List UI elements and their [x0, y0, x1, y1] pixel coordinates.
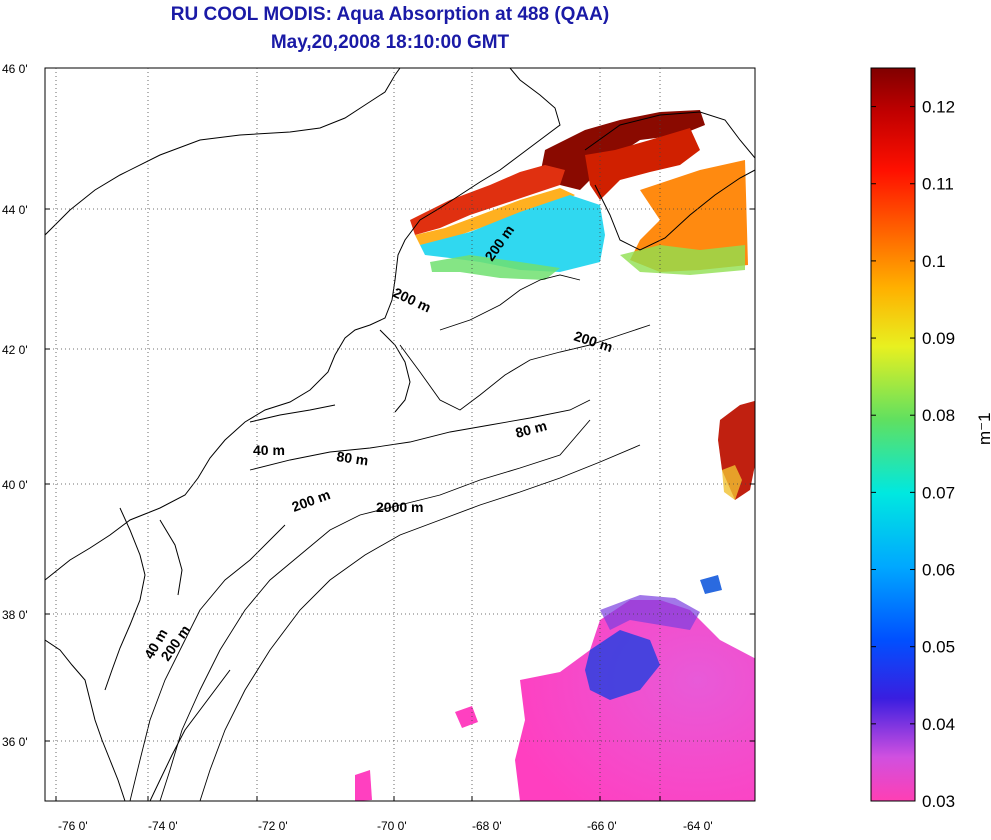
lon-label-66: -66 0' — [587, 819, 617, 833]
contour-label-40m-ny: 40 m — [253, 442, 285, 458]
contour-80m — [249, 399, 591, 471]
colorbar-tick-label: 0.09 — [922, 329, 955, 348]
small-pink-patch-2 — [455, 706, 478, 728]
map-area — [45, 68, 755, 801]
contour-label-200m-gulf: 200 m — [391, 284, 434, 315]
colorbar-tick-label: 0.07 — [922, 483, 955, 502]
lon-label-72: -72 0' — [258, 819, 288, 833]
colorbar-unit-label: m⁻1 — [975, 412, 991, 445]
maine-coast-red-band — [410, 165, 565, 235]
map-title: RU COOL MODIS: Aqua Absorption at 488 (Q… — [170, 4, 610, 25]
maine-coast-orange-band — [415, 188, 575, 245]
colorbar-tick-label: 0.1 — [922, 252, 946, 271]
colorbar-tick-label: 0.06 — [922, 561, 955, 580]
contour-label-200m-ny: 200 m — [290, 486, 333, 515]
sargasso-blue-eddy — [585, 630, 660, 700]
bathymetry-contours — [129, 274, 651, 801]
contour-label-200m-east: 200 m — [572, 328, 615, 355]
colorbar-ticks: 0.12 0.11 0.1 0.09 0.08 0.07 0.06 0.05 0.04 0.03 — [871, 98, 955, 811]
lat-label-38: 38 0' — [2, 608, 28, 622]
satellite-data-layer — [355, 110, 755, 801]
east-yellow-patch — [722, 465, 742, 500]
colorbar-tick-label: 0.12 — [922, 98, 955, 117]
map-frame — [44, 67, 756, 802]
colorbar: 0.120.110.10.090.080.070.060.050.040.03 … — [870, 67, 991, 811]
lat-label-42: 42 0' — [2, 343, 28, 357]
small-blue-patch — [700, 575, 722, 594]
sargasso-purple-edge — [600, 595, 700, 630]
lon-label-76: -76 0' — [58, 819, 88, 833]
sargasso-pink-region — [515, 600, 755, 801]
latitude-labels: 46 0' 44 0' 42 0' 40 0' 38 0' 36 0' — [2, 62, 28, 749]
contour-label-80m-east: 80 m — [514, 417, 549, 441]
coastline — [45, 68, 755, 801]
lon-label-64: -64 0' — [683, 819, 713, 833]
longitude-labels: -76 0' -74 0' -72 0' -70 0' -68 0' -66 0… — [58, 819, 713, 833]
contour-200m-gom — [399, 324, 651, 411]
axis-ticks — [45, 67, 755, 801]
lat-label-40: 40 0' — [2, 478, 28, 492]
contour-label-2000m: 2000 m — [376, 499, 423, 515]
lon-label-70: -70 0' — [377, 819, 407, 833]
colorbar-tick-label: 0.08 — [922, 406, 955, 425]
lat-label-46: 46 0' — [2, 62, 28, 76]
map-subtitle: May,20,2008 18:10:00 GMT — [270, 32, 510, 53]
colorbar-tick-label: 0.04 — [922, 715, 955, 734]
contour-200m-gom-inner — [439, 274, 581, 331]
colorbar-tick-label: 0.11 — [922, 175, 954, 194]
colorbar-gradient — [870, 67, 916, 802]
scotian-shelf-green — [620, 245, 745, 275]
gulf-of-maine-cyan — [420, 195, 605, 272]
contour-40m — [129, 524, 286, 801]
contour-200m-south — [159, 419, 591, 801]
lat-label-36: 36 0' — [2, 735, 28, 749]
lat-label-44: 44 0' — [2, 203, 28, 217]
gulf-of-maine-green — [430, 255, 560, 280]
contour-2000m — [199, 444, 641, 801]
contour-label-80m-ny: 80 m — [336, 448, 370, 468]
nova-scotia-red — [585, 128, 700, 200]
small-pink-patch — [355, 770, 372, 801]
lon-label-74: -74 0' — [148, 819, 178, 833]
colorbar-tick-label: 0.03 — [922, 792, 955, 811]
colorbar-tick-label: 0.05 — [922, 638, 955, 657]
lon-label-68: -68 0' — [472, 819, 502, 833]
contour-labels: 200 m 200 m 200 m 80 m 40 m 80 m 200 m 2… — [141, 222, 615, 664]
